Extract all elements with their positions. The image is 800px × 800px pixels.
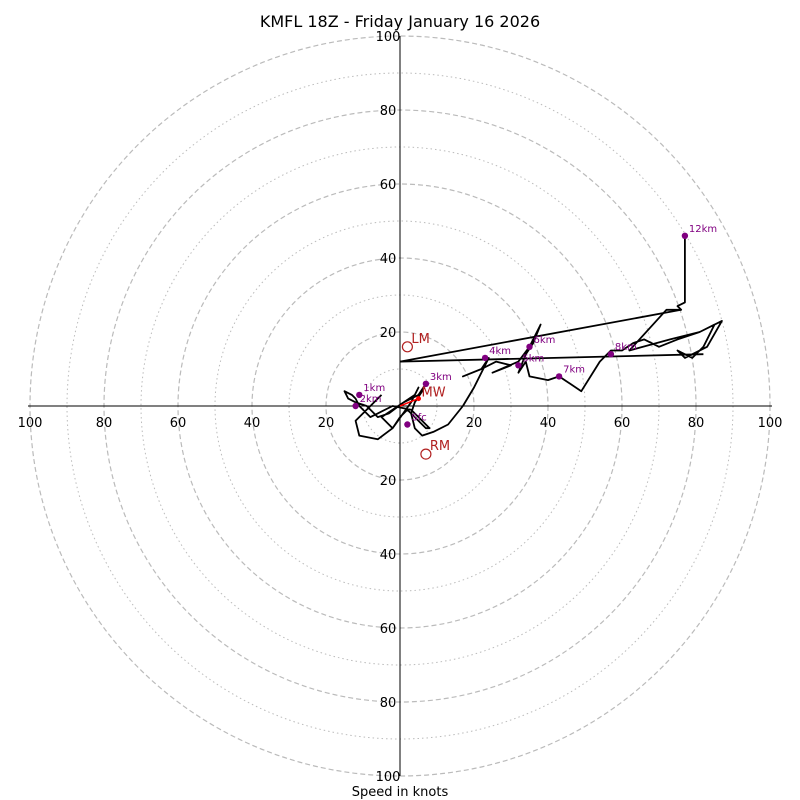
surface-line: [399, 308, 682, 363]
height-marker-6km: [526, 343, 533, 350]
storm-motion-lm: [401, 341, 413, 353]
tick-labels: 100 80 60 40 20 20 40 60 80 100 20 40 60 80 100 20 40 60 8…: [18, 30, 783, 785]
tick-bottom-80: 80: [380, 696, 397, 711]
tick-bottom-100: 100: [376, 770, 401, 785]
height-label-4km: 4km: [489, 346, 511, 357]
tick-left-40: 40: [244, 416, 261, 431]
tick-left-80: 80: [96, 416, 113, 431]
storm-motions: LM RM MW: [399, 332, 450, 460]
tick-top-100: 100: [376, 30, 401, 45]
mean-wind-vector: [399, 397, 419, 407]
tick-left-60: 60: [170, 416, 187, 431]
height-marker-5km: [515, 362, 522, 369]
storm-motion-label-rm: RM: [430, 439, 450, 454]
height-label-6km: 6km: [534, 335, 556, 346]
tick-left-20: 20: [318, 416, 335, 431]
tick-top-60: 60: [380, 178, 397, 193]
tick-bottom-40: 40: [380, 548, 397, 563]
height-marker-1km: [356, 391, 363, 399]
height-label-8km: 8km: [615, 342, 637, 353]
height-marker-12km: [681, 232, 689, 239]
tick-left-100: 100: [18, 416, 43, 431]
tick-right-100: 100: [758, 416, 783, 431]
wind-lines: [399, 308, 704, 363]
tick-right-20: 20: [466, 416, 483, 431]
tick-right-60: 60: [614, 416, 631, 431]
height-marker-8km: [607, 351, 615, 358]
height-marker-7km: [555, 373, 563, 380]
height-label-3km: 3km: [430, 372, 452, 383]
wind-trace: [343, 235, 723, 441]
height-label-5km: 5km: [522, 353, 544, 364]
height-label-2km: 2km: [360, 394, 382, 405]
tick-bottom-60: 60: [380, 622, 397, 637]
tick-right-40: 40: [540, 416, 557, 431]
tick-top-20: 20: [380, 326, 397, 341]
height-marker-2km: [352, 402, 359, 410]
height-marker-3km: [422, 380, 430, 387]
height-label-1km: 1km: [363, 383, 385, 394]
mean-wind-label: MW: [422, 386, 446, 401]
chart-title: KMFL 18Z - Friday January 16 2026: [260, 12, 540, 31]
tick-top-40: 40: [380, 252, 397, 267]
height-marker-4km: [481, 354, 489, 362]
height-label-12km: 12km: [689, 224, 717, 235]
secondary-line: [399, 353, 704, 363]
x-axis-label: Speed in knots: [352, 785, 449, 800]
wind-trace-line: [343, 235, 723, 441]
tick-bottom-20: 20: [380, 474, 397, 489]
height-marker-Sfc: [404, 421, 411, 428]
tick-right-80: 80: [688, 416, 705, 431]
storm-motion-label-lm: LM: [411, 332, 429, 347]
storm-motion-rm: [420, 448, 432, 460]
tick-top-80: 80: [380, 104, 397, 119]
height-label-Sfc: Sfc: [411, 413, 426, 424]
height-label-7km: 7km: [563, 364, 585, 375]
